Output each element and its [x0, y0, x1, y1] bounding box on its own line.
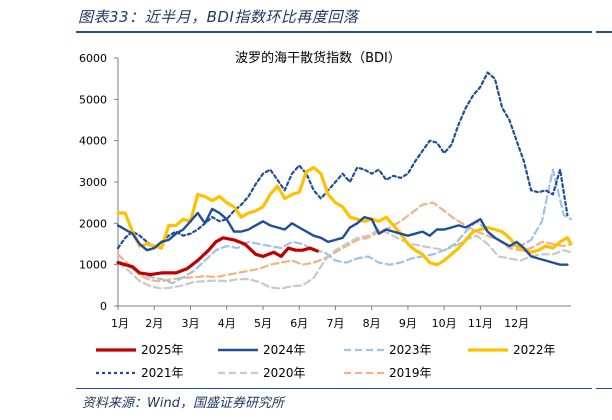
- x-tick-label: 5月: [254, 317, 272, 330]
- x-tick-label: 1月: [111, 317, 129, 330]
- legend-label-2025: 2025年: [141, 343, 184, 357]
- x-tick-label: 3月: [181, 317, 199, 330]
- legend-label-2023: 2023年: [389, 343, 432, 357]
- y-tick-label: 1000: [79, 259, 107, 272]
- legend: 2025年 2024年 2023年 2022年 2021年 2020年 2019年: [96, 343, 556, 380]
- series-line-2022: [116, 165, 573, 267]
- x-tick-label: 2月: [145, 317, 163, 330]
- series-line-2024: [116, 207, 569, 266]
- x-tick-label: 10月: [432, 317, 457, 330]
- series-line-2025: [116, 236, 319, 277]
- y-tick-label: 5000: [79, 93, 107, 106]
- source-note: 资料来源：Wind，国盛证券研究所: [82, 396, 284, 411]
- y-tick-label: 4000: [79, 135, 107, 148]
- series-line-2020: [116, 228, 573, 290]
- y-tick-labels: 6000 5000 4000 3000 2000 1000 0: [79, 52, 118, 313]
- x-tick-label: 7月: [326, 317, 344, 330]
- x-tick-labels: 1月 2月 3月 4月 5月 6月 7月 8月 9月 10月 11月 12月: [111, 306, 529, 330]
- x-tick-label: 8月: [363, 317, 381, 330]
- legend-label-2019: 2019年: [389, 366, 432, 380]
- series-lines: [116, 71, 573, 290]
- series-line-2021: [116, 71, 569, 250]
- x-tick-label: 4月: [218, 317, 236, 330]
- y-tick-label: 2000: [79, 217, 107, 230]
- x-tick-label: 9月: [399, 317, 417, 330]
- y-tick-label: 0: [100, 300, 107, 313]
- y-tick-label: 3000: [79, 176, 107, 189]
- x-tick-label: 6月: [290, 317, 308, 330]
- bottom-rule-right: [596, 388, 612, 389]
- top-rule: [76, 31, 592, 33]
- x-tick-label: 12月: [504, 317, 529, 330]
- legend-label-2021: 2021年: [141, 366, 184, 380]
- figure-title: 图表33：近半月，BDI指数环比再度回落: [78, 8, 359, 26]
- legend-label-2020: 2020年: [263, 366, 306, 380]
- y-tick-label: 6000: [79, 52, 107, 65]
- legend-label-2024: 2024年: [263, 343, 306, 357]
- legend-label-2022: 2022年: [513, 343, 556, 357]
- top-rule-right: [596, 31, 612, 33]
- bottom-rule: [76, 388, 592, 389]
- chart-title: 波罗的海干散货指数（BDI）: [235, 50, 401, 66]
- x-tick-label: 11月: [468, 317, 493, 330]
